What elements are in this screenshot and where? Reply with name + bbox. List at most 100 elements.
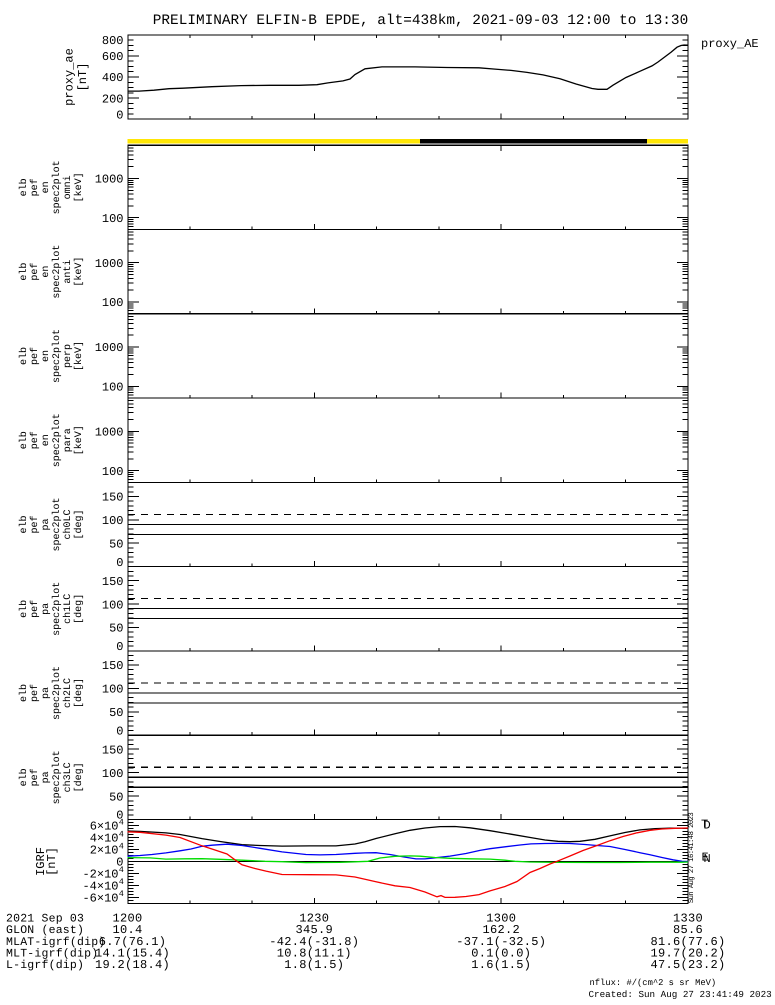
svg-text:0: 0 [116, 640, 123, 654]
svg-text:-2×10: -2×10 [82, 868, 118, 882]
svg-text:1.8(1.5): 1.8(1.5) [284, 958, 344, 972]
svg-text:ch1LC: ch1LC [62, 594, 74, 624]
svg-text:omni: omni [62, 175, 74, 199]
svg-text:4: 4 [119, 865, 124, 875]
svg-text:150: 150 [102, 491, 124, 505]
svg-text:4: 4 [119, 829, 124, 839]
svg-text:Sun Aug 27 16:41:48 2023: Sun Aug 27 16:41:48 2023 [688, 813, 696, 904]
svg-text:[deg]: [deg] [73, 509, 85, 539]
svg-text:en: en [41, 181, 52, 193]
svg-text:spec2plot: spec2plot [51, 666, 63, 720]
svg-text:800: 800 [102, 34, 124, 48]
svg-text:pef: pef [29, 263, 41, 281]
svg-text:pa: pa [41, 518, 52, 530]
svg-text:600: 600 [102, 50, 124, 64]
svg-text:100: 100 [102, 381, 124, 395]
svg-text:[nT]: [nT] [45, 847, 59, 876]
svg-text:pef: pef [29, 600, 41, 618]
svg-text:IGRF: IGRF [34, 847, 48, 876]
svg-text:pef: pef [29, 684, 41, 702]
svg-text:pef: pef [29, 768, 41, 786]
svg-text:1000: 1000 [95, 257, 124, 271]
svg-text:100: 100 [102, 683, 124, 697]
svg-text:en: en [41, 350, 52, 362]
svg-text:[keV]: [keV] [73, 172, 85, 202]
svg-text:nflux: #/(cm^2 s sr MeV): nflux: #/(cm^2 s sr MeV) [590, 978, 717, 988]
svg-text:0: 0 [116, 556, 123, 570]
svg-text:50: 50 [109, 706, 123, 720]
svg-text:0: 0 [116, 724, 123, 738]
svg-text:elb: elb [18, 263, 30, 281]
svg-text:elb: elb [18, 515, 30, 533]
svg-text:14.1(15.4): 14.1(15.4) [95, 947, 170, 961]
svg-text:6.7(76.1): 6.7(76.1) [99, 935, 167, 949]
svg-text:pa: pa [41, 687, 52, 699]
svg-text:19.2(18.4): 19.2(18.4) [95, 958, 170, 972]
svg-text:L-igrf(dip): L-igrf(dip) [6, 959, 84, 972]
svg-text:spec2plot: spec2plot [51, 413, 63, 467]
svg-text:T: T [701, 818, 708, 832]
svg-text:85.6: 85.6 [673, 923, 703, 937]
svg-text:[keV]: [keV] [73, 341, 85, 371]
svg-text:2×10: 2×10 [90, 844, 119, 858]
svg-text:N: N [704, 852, 711, 866]
svg-text:ch3LC: ch3LC [62, 762, 74, 792]
svg-text:anti: anti [62, 260, 74, 284]
svg-text:PRELIMINARY ELFIN-B EPDE, alt=: PRELIMINARY ELFIN-B EPDE, alt=438km, 202… [153, 13, 688, 29]
svg-text:1000: 1000 [95, 426, 124, 440]
svg-text:elb: elb [18, 347, 30, 365]
svg-text:150: 150 [102, 659, 124, 673]
svg-text:-4×10: -4×10 [82, 880, 118, 894]
svg-text:elb: elb [18, 178, 30, 196]
svg-text:100: 100 [102, 212, 124, 226]
svg-text:1000: 1000 [95, 341, 124, 355]
svg-text:400: 400 [102, 71, 124, 85]
svg-text:50: 50 [109, 537, 123, 551]
svg-text:en: en [41, 266, 52, 278]
svg-text:[deg]: [deg] [73, 762, 85, 792]
svg-text:spec2plot: spec2plot [51, 582, 63, 636]
svg-text:4×10: 4×10 [90, 832, 119, 846]
svg-text:MLT-igrf(dip): MLT-igrf(dip) [6, 948, 98, 961]
svg-text:elb: elb [18, 431, 30, 449]
svg-text:proxy_AE: proxy_AE [701, 37, 759, 51]
svg-text:spec2plot: spec2plot [51, 497, 63, 551]
svg-text:E: E [702, 851, 709, 865]
svg-text:-37.1(-32.5): -37.1(-32.5) [456, 935, 546, 949]
svg-text:[keV]: [keV] [73, 425, 85, 455]
svg-text:MLAT-igrf(dip): MLAT-igrf(dip) [6, 936, 105, 949]
svg-text:1230: 1230 [299, 911, 329, 925]
svg-text:spec2plot: spec2plot [51, 750, 63, 804]
svg-text:2021 Sep 03: 2021 Sep 03 [6, 912, 84, 925]
svg-text:0: 0 [116, 856, 123, 870]
svg-text:elb: elb [18, 600, 30, 618]
svg-text:1300: 1300 [486, 911, 516, 925]
svg-text:4: 4 [119, 841, 124, 851]
svg-text:50: 50 [109, 622, 123, 636]
svg-text:ch0LC: ch0LC [62, 509, 74, 539]
svg-text:D: D [704, 819, 711, 833]
svg-text:150: 150 [102, 575, 124, 589]
svg-text:pef: pef [29, 515, 41, 533]
svg-text:[keV]: [keV] [73, 257, 85, 287]
svg-text:elb: elb [18, 684, 30, 702]
svg-text:proxy_ae: proxy_ae [63, 48, 77, 106]
svg-text:10.8(11.1): 10.8(11.1) [277, 947, 352, 961]
svg-text:-6×10: -6×10 [82, 892, 118, 906]
svg-text:100: 100 [102, 767, 124, 781]
svg-text:19.7(20.2): 19.7(20.2) [650, 947, 725, 961]
svg-text:162.2: 162.2 [482, 923, 520, 937]
svg-text:-42.4(-31.8): -42.4(-31.8) [269, 935, 359, 949]
svg-text:1.6(1.5): 1.6(1.5) [471, 958, 531, 972]
svg-text:0.1(0.0): 0.1(0.0) [471, 947, 531, 961]
svg-text:4: 4 [119, 877, 124, 887]
svg-text:pef: pef [29, 431, 41, 449]
svg-text:50: 50 [109, 790, 123, 804]
svg-text:ch2LC: ch2LC [62, 678, 74, 708]
svg-text:1000: 1000 [95, 173, 124, 187]
svg-text:0: 0 [116, 108, 123, 122]
svg-text:elb: elb [18, 768, 30, 786]
svg-text:pa: pa [41, 603, 52, 615]
svg-text:4: 4 [119, 889, 124, 899]
svg-text:pa: pa [41, 771, 52, 783]
